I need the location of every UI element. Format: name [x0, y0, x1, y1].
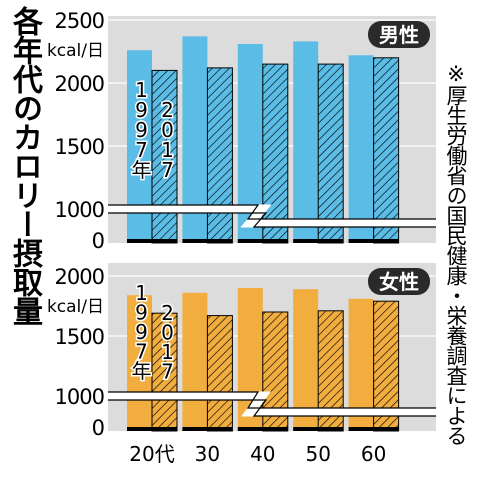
panel-badge-female [368, 268, 430, 295]
chart-title: 各年代のカロリー摂取量 [7, 6, 42, 325]
baseline-male-2 [237, 239, 288, 243]
baseline-female-1 [182, 427, 233, 431]
bar-female-1997-3 [293, 289, 319, 431]
bar-female-1997-1 [182, 292, 208, 431]
y-tick-label: 2000 [55, 72, 104, 96]
legend-char: 2 [161, 301, 174, 325]
panel-badge-male [368, 21, 430, 48]
baseline-male-1 [182, 239, 233, 243]
axis-break-gap [108, 204, 436, 228]
legend-char: 0 [161, 321, 174, 345]
legend-char: 7 [161, 360, 174, 384]
baseline-male-3 [293, 239, 344, 243]
bar-male-2017-0 [151, 69, 178, 244]
legend-char: 年 [132, 359, 152, 383]
y-tick-label: 0 [92, 229, 104, 253]
x-tick-label: 60 [361, 442, 386, 466]
y-unit-label: kcal/日 [47, 41, 104, 61]
y-unit-label: kcal/日 [47, 297, 104, 317]
legend-char: 9 [135, 320, 148, 344]
legend-char: 1 [135, 281, 148, 305]
legend-char: 7 [161, 158, 174, 182]
y-tick-label: 1500 [55, 325, 104, 349]
bar-male-2017-1 [206, 67, 233, 244]
baseline-male-4 [348, 239, 399, 243]
legend-char: 9 [135, 301, 148, 325]
bar-male-2017-2 [262, 63, 289, 244]
legend-char: 年 [132, 158, 152, 182]
bar-female-2017-0 [151, 312, 178, 432]
legend-char: 1 [161, 138, 174, 162]
y-tick-label: 2500 [55, 9, 104, 33]
baseline-female-2 [237, 427, 288, 431]
legend-char: 9 [135, 98, 148, 122]
baseline-female-4 [348, 427, 399, 431]
y-tick-label: 0 [92, 416, 104, 440]
axis-break-line-bottom [108, 399, 436, 417]
legend-char: 9 [135, 118, 148, 142]
legend-char: 7 [135, 138, 148, 162]
axis-break-gap [108, 391, 436, 417]
bar-female-2017-1 [206, 315, 233, 432]
x-tick-label: 50 [305, 442, 330, 466]
source-note: ※厚生労働省の国民健康・栄養調査による [444, 62, 468, 445]
legend-char: 1 [161, 340, 174, 364]
x-tick-label: 40 [250, 442, 275, 466]
y-tick-label: 1500 [55, 135, 104, 159]
y-tick-label: 1000 [55, 198, 104, 222]
bar-male-2017-3 [317, 63, 344, 244]
bar-male-1997-3 [293, 41, 319, 243]
axis-break-line-bottom [108, 212, 436, 228]
x-tick-label: 30 [195, 442, 220, 466]
baseline-male-0 [127, 239, 177, 243]
y-tick-label: 1000 [55, 385, 104, 409]
axis-break-line-top [108, 204, 436, 220]
bar-female-1997-0 [127, 295, 152, 431]
legend-char: 7 [135, 340, 148, 364]
bar-male-2017-4 [373, 57, 400, 244]
panel-badge-label: 男性 [379, 23, 419, 47]
legend-char: 2 [161, 98, 174, 122]
legend-char: 0 [161, 118, 174, 142]
baseline-female-0 [127, 427, 177, 431]
y-tick-label: 2000 [55, 265, 104, 289]
x-tick-label: 20代 [129, 442, 174, 466]
legend-char: 1 [135, 78, 148, 102]
panel-badge-label: 女性 [379, 270, 419, 294]
bar-male-1997-4 [348, 55, 374, 243]
baseline-female-3 [293, 427, 344, 431]
